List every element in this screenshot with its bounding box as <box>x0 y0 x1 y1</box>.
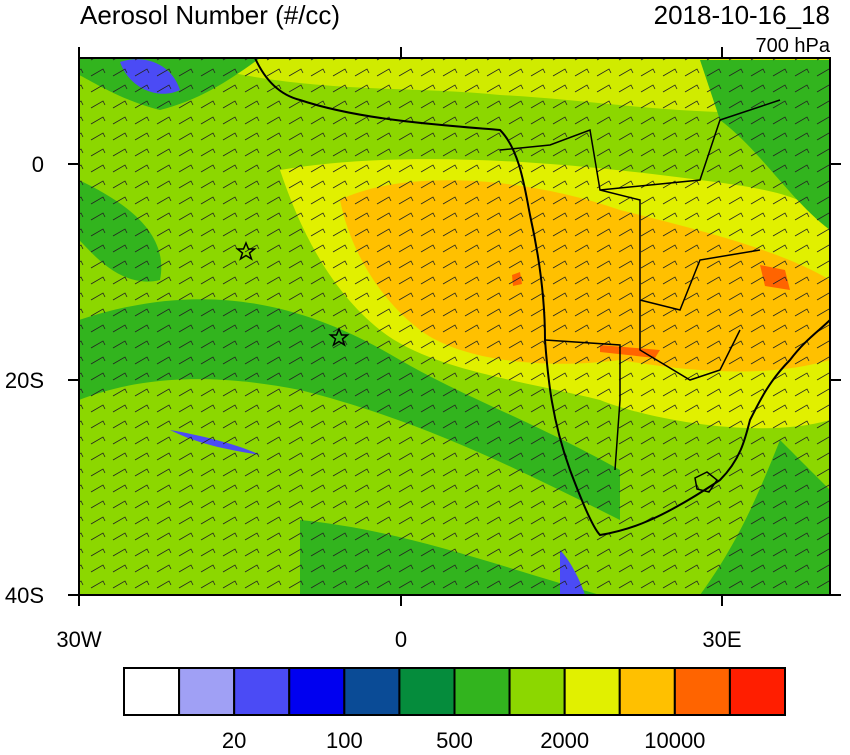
level: 700 hPa <box>755 35 830 57</box>
lat-label: 20S <box>5 368 44 393</box>
colorbar-label: 100 <box>326 728 363 750</box>
colorbar-swatch <box>398 667 456 716</box>
colorbar-swatch <box>288 667 346 716</box>
colorbar-swatch <box>123 667 181 716</box>
colorbar-label: 2000 <box>540 728 589 750</box>
colorbar-label: 500 <box>436 728 473 750</box>
ticks <box>68 47 841 606</box>
lon-label: 30E <box>702 627 741 652</box>
colorbar-swatch <box>563 667 621 716</box>
lat-label: 40S <box>5 583 44 608</box>
colorbar-label: 10000 <box>644 728 705 750</box>
colorbar-swatch <box>508 667 566 716</box>
lon-label: 0 <box>395 627 407 652</box>
map-field <box>79 58 830 595</box>
colorbar-swatch <box>178 667 236 716</box>
colorbar-swatch <box>343 667 401 716</box>
colorbar-swatch <box>453 667 511 716</box>
colorbar-swatch <box>673 667 731 716</box>
lon-label: 30W <box>56 627 101 652</box>
colorbar-label: 20 <box>222 728 246 750</box>
colorbar-swatch <box>233 667 291 716</box>
lat-label: 0 <box>32 152 44 177</box>
colorbar-swatch <box>618 667 676 716</box>
colorbar: 20 100 500 2000 10000 <box>123 667 787 753</box>
datetime: 2018-10-16_18 <box>654 0 830 30</box>
title: Aerosol Number (#/cc) <box>80 0 340 30</box>
colorbar-swatch <box>728 667 787 716</box>
map-frame <box>78 57 831 596</box>
